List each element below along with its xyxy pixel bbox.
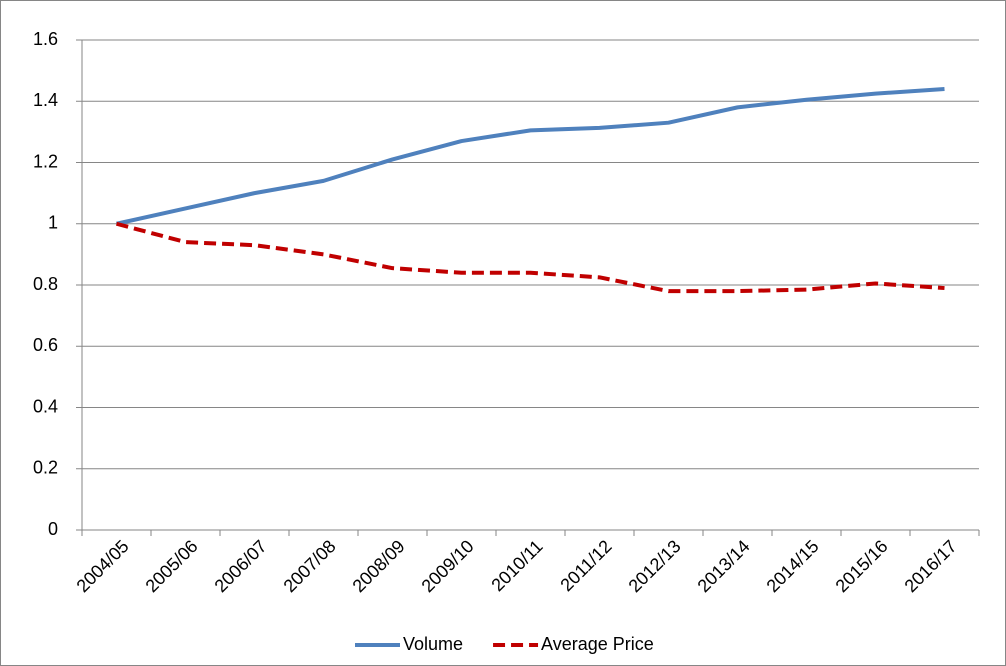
series-line [116,87,945,226]
y-tick-label: 1.2 [33,151,58,171]
y-tick-label: 0.8 [33,274,58,294]
y-tick-label: 1.6 [33,29,58,49]
series-line [115,221,945,294]
y-tick-label: 1.4 [33,90,58,110]
legend-label: Volume [403,634,463,654]
y-tick-label: 0.4 [33,396,58,416]
y-tick-label: 1 [48,213,58,233]
y-tick-label: 0.2 [33,458,58,478]
legend-label: Average Price [541,634,654,654]
y-tick-label: 0 [48,519,58,539]
y-tick-label: 0.6 [33,335,58,355]
